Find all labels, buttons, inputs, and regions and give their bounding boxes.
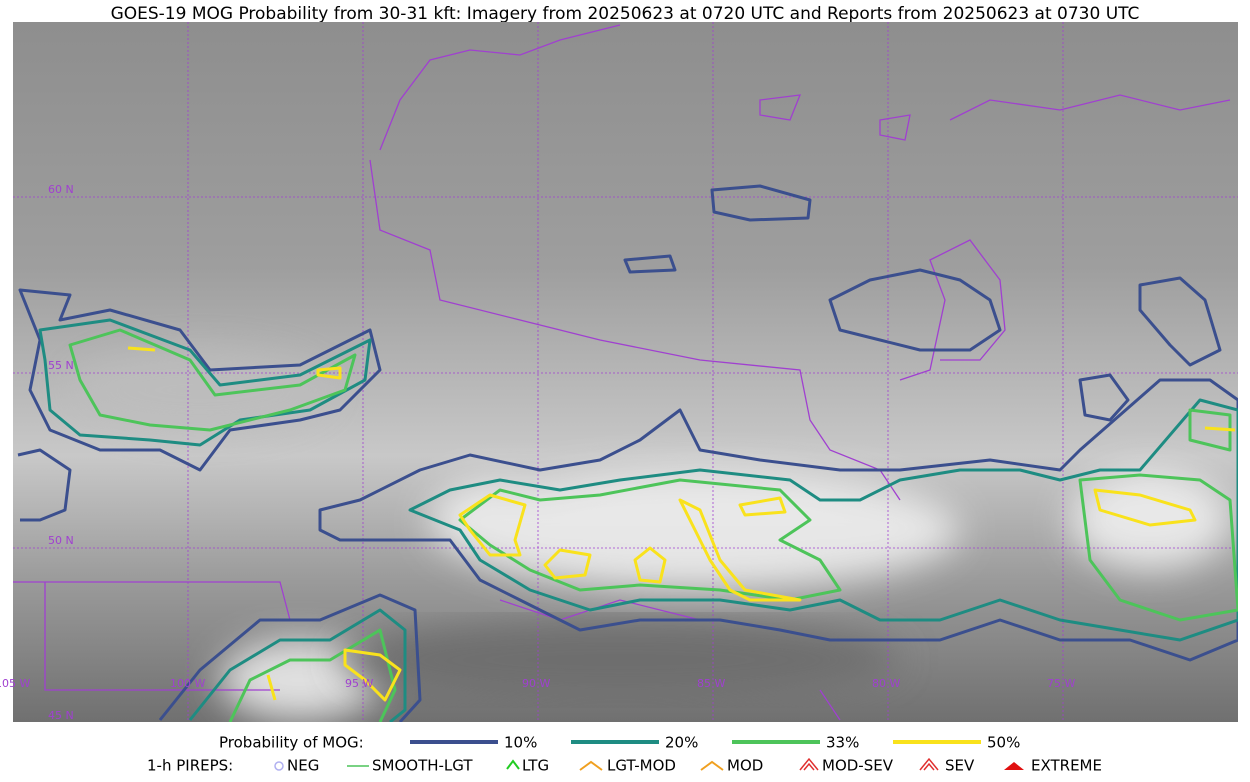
pirep-label: EXTREME bbox=[1031, 757, 1102, 775]
legend-label: 10% bbox=[504, 734, 537, 752]
lon-label: 105 W bbox=[0, 677, 30, 690]
pirep-icon bbox=[1004, 762, 1024, 770]
lon-label: 100 W bbox=[170, 677, 205, 690]
lon-label: 85 W bbox=[697, 677, 725, 690]
pirep-label: SMOOTH-LGT bbox=[372, 757, 473, 775]
legend-title: 1-h PIREPS: bbox=[147, 757, 233, 775]
lon-label: 90 W bbox=[522, 677, 550, 690]
lat-label: 60 N bbox=[48, 183, 74, 196]
grid-labels: 60 N 55 N 50 N 45 N 105 W 100 W 95 W 90 W 85 W 80… bbox=[0, 183, 1075, 722]
pirep-icon bbox=[579, 760, 603, 771]
pirep-icon bbox=[506, 759, 520, 770]
graticule bbox=[13, 22, 1238, 722]
title: GOES-19 MOG Probability from 30-31 kft: … bbox=[111, 4, 1140, 24]
lon-label: 75 W bbox=[1047, 677, 1075, 690]
map bbox=[13, 22, 1238, 722]
pirep-icon bbox=[274, 761, 284, 771]
pirep-icon bbox=[700, 760, 724, 771]
lon-label: 95 W bbox=[345, 677, 373, 690]
lon-label: 80 W bbox=[872, 677, 900, 690]
legend: Probability of MOG: 10% 20% 33% 50% 1-h PIREP… bbox=[147, 734, 1102, 775]
pirep-icon bbox=[919, 757, 939, 771]
legend-title: Probability of MOG: bbox=[219, 734, 364, 752]
pirep-label: LGT-MOD bbox=[607, 757, 676, 775]
legend-label: 20% bbox=[665, 734, 698, 752]
pirep-label: MOD bbox=[727, 757, 763, 775]
lat-label: 45 N bbox=[48, 709, 74, 722]
contours bbox=[17, 184, 1238, 722]
pirep-label: SEV bbox=[945, 757, 975, 775]
pirep-label: LTG bbox=[522, 757, 549, 775]
lat-label: 55 N bbox=[48, 359, 74, 372]
pirep-label: NEG bbox=[287, 757, 319, 775]
pirep-label: MOD-SEV bbox=[822, 757, 894, 775]
legend-label: 33% bbox=[826, 734, 859, 752]
pirep-icon bbox=[799, 757, 819, 771]
legend-label: 50% bbox=[987, 734, 1020, 752]
lat-label: 50 N bbox=[48, 534, 74, 547]
